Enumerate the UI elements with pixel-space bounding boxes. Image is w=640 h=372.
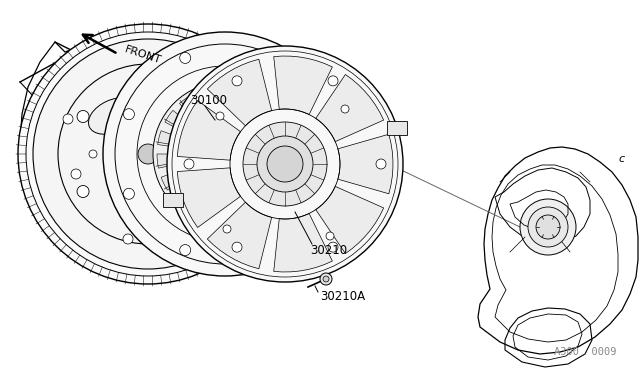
Circle shape: [124, 109, 134, 120]
Circle shape: [167, 46, 403, 282]
Polygon shape: [263, 118, 289, 139]
Circle shape: [120, 126, 176, 182]
Text: FRONT: FRONT: [123, 45, 162, 66]
Circle shape: [207, 186, 219, 198]
Polygon shape: [269, 140, 293, 154]
FancyBboxPatch shape: [387, 121, 407, 135]
Circle shape: [259, 244, 270, 256]
Circle shape: [142, 223, 154, 235]
Circle shape: [116, 102, 125, 110]
Circle shape: [18, 24, 278, 284]
Circle shape: [243, 122, 327, 206]
Circle shape: [223, 225, 231, 233]
Polygon shape: [268, 160, 292, 177]
Circle shape: [232, 242, 242, 252]
Polygon shape: [207, 59, 272, 126]
Polygon shape: [274, 214, 332, 272]
Text: 30100: 30100: [190, 94, 227, 107]
Polygon shape: [161, 169, 187, 190]
Polygon shape: [173, 183, 197, 208]
Circle shape: [200, 129, 250, 179]
Circle shape: [187, 116, 263, 192]
Polygon shape: [316, 74, 383, 142]
Circle shape: [77, 186, 89, 198]
Circle shape: [184, 159, 194, 169]
Circle shape: [326, 232, 334, 240]
Polygon shape: [157, 154, 181, 168]
Text: c: c: [618, 154, 624, 164]
Circle shape: [103, 32, 347, 276]
Polygon shape: [177, 168, 241, 228]
Circle shape: [180, 244, 191, 256]
Text: 30210: 30210: [310, 244, 347, 257]
Circle shape: [77, 110, 89, 122]
Polygon shape: [191, 193, 211, 219]
Circle shape: [257, 136, 313, 192]
Polygon shape: [207, 202, 272, 269]
Circle shape: [207, 110, 219, 122]
Polygon shape: [259, 175, 285, 198]
Circle shape: [116, 198, 125, 206]
Polygon shape: [274, 56, 332, 115]
Text: 30210A: 30210A: [320, 290, 365, 303]
Circle shape: [142, 73, 154, 85]
Circle shape: [520, 199, 576, 255]
Circle shape: [71, 169, 81, 179]
Circle shape: [124, 188, 134, 199]
Polygon shape: [177, 100, 241, 160]
Circle shape: [172, 102, 179, 110]
Circle shape: [323, 276, 329, 282]
Circle shape: [180, 52, 191, 63]
Circle shape: [172, 198, 179, 206]
Circle shape: [320, 273, 332, 285]
Ellipse shape: [88, 98, 138, 134]
Circle shape: [267, 146, 303, 182]
Polygon shape: [338, 134, 393, 194]
Polygon shape: [165, 110, 191, 133]
Polygon shape: [179, 95, 202, 121]
Circle shape: [33, 39, 263, 269]
Polygon shape: [253, 100, 277, 125]
Circle shape: [153, 82, 297, 226]
Polygon shape: [213, 198, 227, 222]
Circle shape: [216, 112, 224, 120]
Polygon shape: [239, 89, 259, 115]
Circle shape: [123, 234, 133, 244]
Circle shape: [536, 215, 560, 239]
Polygon shape: [223, 86, 237, 110]
Polygon shape: [248, 187, 271, 213]
Circle shape: [89, 150, 97, 158]
Circle shape: [528, 207, 568, 247]
Circle shape: [316, 188, 326, 199]
Circle shape: [259, 52, 270, 63]
Circle shape: [328, 76, 338, 86]
Circle shape: [199, 150, 207, 158]
Circle shape: [130, 136, 166, 172]
Polygon shape: [316, 186, 383, 254]
Circle shape: [232, 76, 242, 86]
Circle shape: [138, 144, 158, 164]
Polygon shape: [157, 131, 182, 148]
Circle shape: [63, 114, 73, 124]
Circle shape: [223, 189, 233, 199]
Circle shape: [211, 140, 239, 168]
Circle shape: [341, 105, 349, 113]
FancyBboxPatch shape: [163, 193, 183, 208]
Circle shape: [376, 159, 386, 169]
Circle shape: [316, 109, 326, 120]
Circle shape: [328, 242, 338, 252]
Polygon shape: [233, 196, 250, 221]
Circle shape: [203, 94, 213, 104]
Circle shape: [108, 114, 188, 194]
Polygon shape: [200, 87, 217, 112]
Text: A300  0009: A300 0009: [554, 347, 617, 356]
